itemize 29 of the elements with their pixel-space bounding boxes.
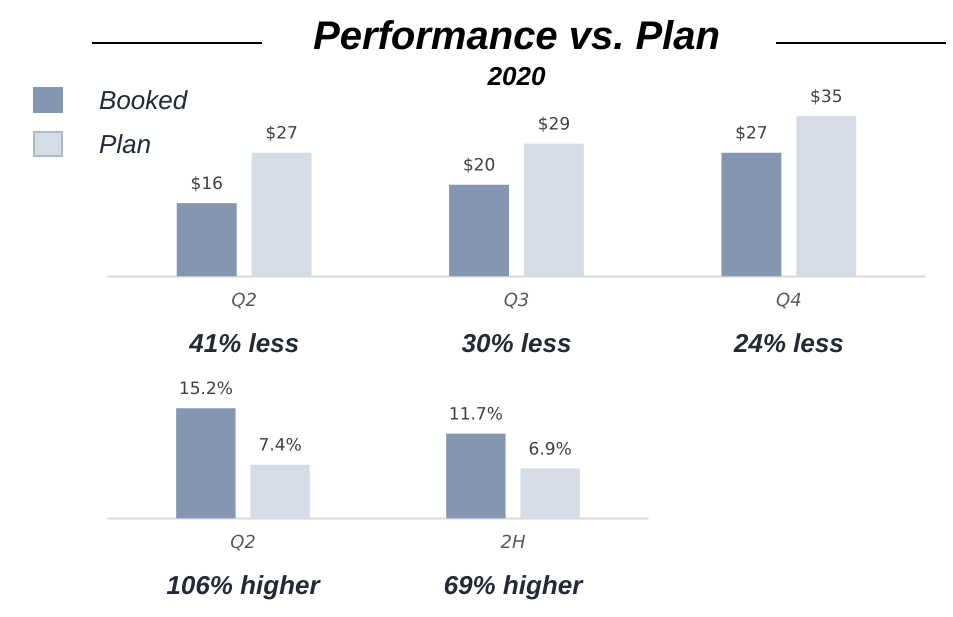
legend-label: Booked	[99, 85, 188, 115]
x-tick-label: Q2	[230, 532, 256, 553]
data-label: $29	[538, 114, 570, 134]
chart-title: Performance vs. Plan	[313, 14, 720, 58]
text: 24% less	[732, 328, 844, 358]
data-label: 7.4%	[258, 436, 302, 456]
bar	[446, 434, 506, 518]
data-label: $35	[810, 87, 843, 108]
bar	[176, 203, 237, 276]
text: 106% higher	[166, 570, 322, 600]
data-label: 11.7%	[448, 404, 503, 425]
bar	[176, 408, 236, 518]
bar	[721, 152, 782, 276]
data-label: $27	[265, 124, 298, 144]
data-label: 15.2%	[178, 379, 233, 400]
text: 41% less	[188, 328, 300, 358]
text: 30% less	[462, 328, 572, 358]
chart-subtitle: 2020	[486, 60, 546, 91]
x-tick-label: Q2	[231, 290, 257, 311]
x-tick-label: Q4	[776, 290, 802, 311]
bar	[449, 184, 510, 276]
data-label: 6.9%	[528, 439, 572, 460]
data-label: $27	[735, 124, 768, 144]
data-label: $16	[190, 174, 223, 194]
x-tick-label: 2H	[500, 532, 526, 553]
text: 69% higher	[444, 570, 584, 600]
x-tick-label: Q3	[504, 290, 530, 311]
data-label: $20	[462, 156, 496, 176]
legend-label: Plan	[99, 129, 152, 159]
